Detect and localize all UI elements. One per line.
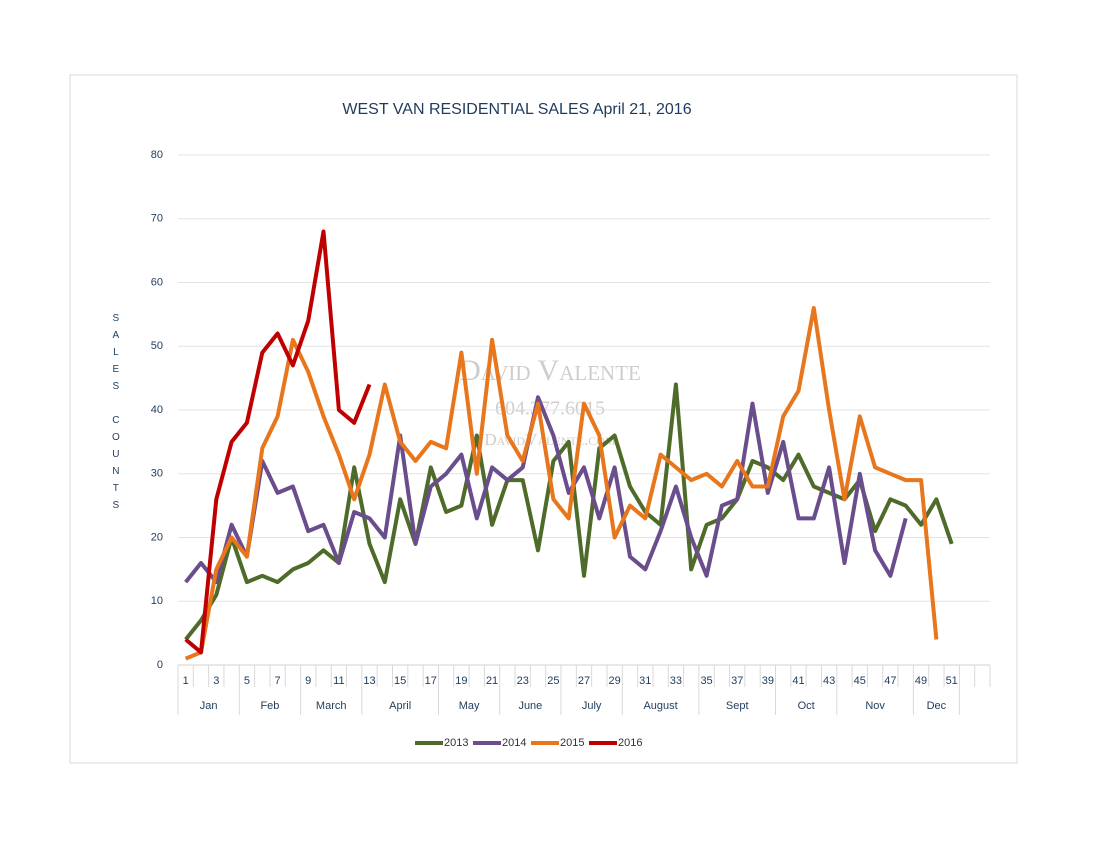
month-label: Oct — [798, 700, 815, 712]
x-tick-label: 5 — [244, 675, 250, 687]
series-line — [184, 306, 939, 661]
x-tick-label: 35 — [700, 675, 712, 687]
y-tick-label: 0 — [157, 659, 163, 671]
month-label: Dec — [927, 700, 947, 712]
y-tick-label: 10 — [151, 595, 163, 607]
x-tick-label: 37 — [731, 675, 743, 687]
x-tick-label: 13 — [363, 675, 375, 687]
y-tick-label: 20 — [151, 531, 163, 543]
x-tick-label: 27 — [578, 675, 590, 687]
chart-title: WEST VAN RESIDENTIAL SALES April 21, 201… — [342, 101, 691, 118]
watermark: DavidValente.com — [484, 430, 616, 449]
month-label: Sept — [726, 700, 749, 712]
x-tick-label: 3 — [213, 675, 219, 687]
y-tick-label: 70 — [151, 213, 163, 225]
series-line — [184, 229, 372, 655]
x-tick-label: 25 — [547, 675, 559, 687]
legend-label: 2014 — [502, 737, 526, 749]
month-label: Feb — [260, 700, 279, 712]
legend-label: 2015 — [560, 737, 584, 749]
x-tick-label: 1 — [183, 675, 189, 687]
watermark: 604.377.6015 — [495, 398, 605, 420]
x-tick-label: 43 — [823, 675, 835, 687]
legend-label: 2013 — [444, 737, 468, 749]
series-line — [184, 395, 908, 585]
legend-label: 2016 — [618, 737, 642, 749]
x-tick-label: 29 — [609, 675, 621, 687]
x-tick-label: 51 — [946, 675, 958, 687]
x-tick-label: 15 — [394, 675, 406, 687]
x-tick-label: 41 — [792, 675, 804, 687]
month-label: Nov — [865, 700, 885, 712]
y-tick-label: 60 — [151, 276, 163, 288]
x-tick-label: 21 — [486, 675, 498, 687]
month-label: March — [316, 700, 347, 712]
y-tick-label: 80 — [151, 149, 163, 161]
x-tick-label: 47 — [884, 675, 896, 687]
month-label: August — [643, 700, 677, 712]
month-label: April — [389, 700, 411, 712]
x-tick-label: 31 — [639, 675, 651, 687]
x-tick-label: 9 — [305, 675, 311, 687]
y-axis-label: SALES COUNTS — [110, 313, 121, 517]
x-tick-label: 39 — [762, 675, 774, 687]
month-label: July — [582, 700, 602, 712]
x-tick-label: 49 — [915, 675, 927, 687]
x-tick-label: 45 — [854, 675, 866, 687]
month-label: Jan — [200, 700, 218, 712]
x-tick-label: 11 — [333, 675, 344, 687]
y-tick-label: 40 — [151, 404, 163, 416]
x-tick-label: 23 — [517, 675, 529, 687]
x-tick-label: 7 — [275, 675, 281, 687]
y-tick-label: 30 — [151, 468, 163, 480]
month-label: May — [459, 700, 480, 712]
y-tick-label: 50 — [151, 340, 163, 352]
x-tick-label: 17 — [425, 675, 437, 687]
month-label: June — [518, 700, 542, 712]
x-tick-label: 19 — [455, 675, 467, 687]
x-tick-label: 33 — [670, 675, 682, 687]
